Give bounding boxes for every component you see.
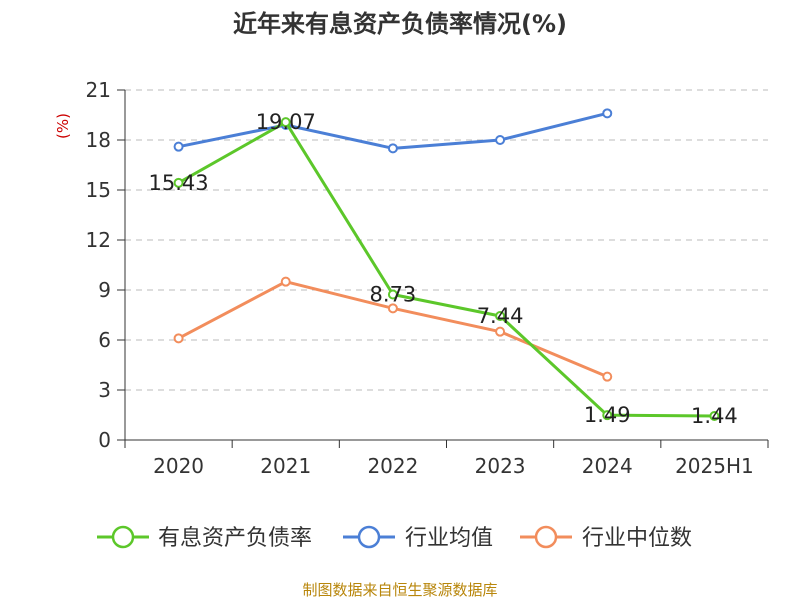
- data-label: 1.44: [691, 404, 738, 428]
- y-tick-label: 18: [86, 128, 111, 152]
- y-tick-label: 9: [98, 278, 111, 302]
- data-point[interactable]: [387, 289, 398, 300]
- data-point[interactable]: [602, 410, 613, 421]
- data-point[interactable]: [173, 333, 184, 344]
- legend[interactable]: 有息资产负债率 行业均值 行业中位数: [97, 525, 692, 551]
- data-point[interactable]: [173, 177, 184, 188]
- x-tick-label: 2022: [367, 454, 418, 478]
- legend-item-0[interactable]: 有息资产负债率: [97, 525, 312, 551]
- y-tick-label: 12: [86, 228, 111, 252]
- chart-title: 近年来有息资产负债率情况(%): [233, 10, 567, 38]
- y-axis-unit-label: (%): [54, 113, 72, 139]
- legend-label: 行业均值: [405, 526, 493, 551]
- data-point[interactable]: [495, 135, 506, 145]
- data-point[interactable]: [387, 143, 398, 154]
- legend-item-2[interactable]: 行业中位数: [520, 525, 692, 551]
- data-point[interactable]: [495, 311, 506, 321]
- data-point[interactable]: [602, 108, 613, 119]
- data-point[interactable]: [173, 141, 184, 152]
- data-point[interactable]: [280, 117, 291, 128]
- legend-marker-icon: [534, 525, 558, 549]
- legend-label: 行业中位数: [582, 526, 692, 551]
- x-tick-label: 2020: [153, 454, 204, 478]
- legend-marker-icon: [357, 525, 381, 549]
- legend-label: 有息资产负债率: [158, 526, 312, 551]
- data-label: 1.49: [584, 403, 631, 427]
- series-lines: [173, 108, 720, 421]
- grid-lines: [125, 89, 768, 391]
- data-labels: 15.43 19.07 8.73 7.44 1.49 1.44: [149, 110, 738, 428]
- source-note: 制图数据来自恒生聚源数据库: [302, 581, 497, 599]
- y-tick-label: 15: [86, 178, 111, 202]
- data-label: 8.73: [370, 283, 417, 307]
- data-label: 7.44: [477, 304, 524, 328]
- x-tick-label: 2021: [260, 454, 311, 478]
- legend-marker-icon: [111, 525, 135, 549]
- data-point[interactable]: [602, 371, 613, 382]
- y-tick-label: 0: [98, 428, 111, 452]
- data-point[interactable]: [280, 276, 291, 287]
- data-point[interactable]: [709, 411, 720, 421]
- data-label: 15.43: [149, 171, 209, 195]
- x-tick-label: 2023: [475, 454, 526, 478]
- y-tick-label: 3: [98, 378, 111, 402]
- x-tick-label: 2024: [582, 454, 633, 478]
- series-line-0: [177, 120, 715, 418]
- y-tick-label: 21: [86, 78, 111, 102]
- y-tick-label: 6: [98, 328, 111, 352]
- data-point[interactable]: [387, 303, 398, 314]
- x-tick-label: 2025H1: [675, 454, 754, 478]
- legend-item-1[interactable]: 行业均值: [343, 525, 493, 551]
- data-label: 19.07: [256, 110, 316, 134]
- data-point[interactable]: [495, 326, 506, 337]
- series-line-1: [178, 111, 608, 150]
- axes: 0 3 6 9 12 15 18 21 2020 2021 2022 2023 2024 2025H1: [86, 78, 769, 478]
